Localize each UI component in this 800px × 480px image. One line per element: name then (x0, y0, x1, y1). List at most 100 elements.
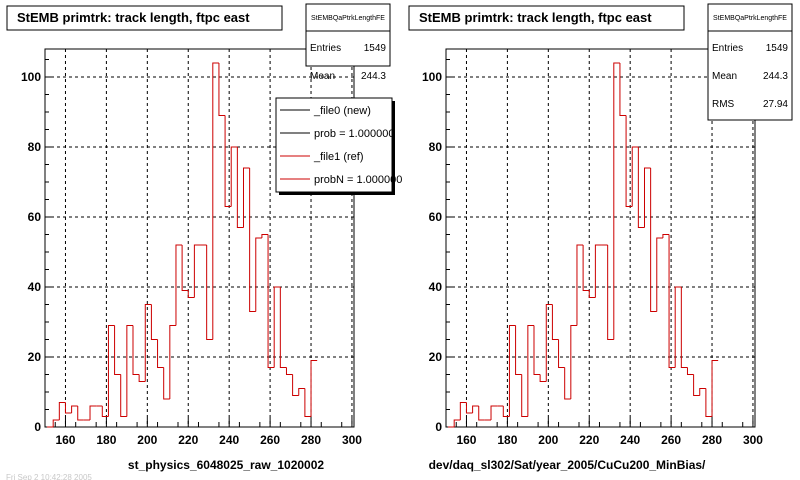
histogram-bin (101, 406, 109, 417)
histogram-bin (472, 405, 479, 413)
histogram-bin (631, 146, 639, 207)
histogram-bin (224, 115, 232, 207)
histogram-bin (236, 147, 244, 228)
stats-histogram-name: StEMBQaPtrkLengthFE (713, 15, 787, 22)
histogram-bin (558, 339, 565, 368)
histogram-bin (674, 286, 682, 368)
x-tick-label: 280 (702, 433, 722, 447)
histogram-panel-1: 160 180 200 220 240 260 280 300 0 20 40 60 80 100 StEM… (6, 3, 402, 472)
histogram-bin (71, 405, 78, 413)
histogram-bin (686, 367, 694, 375)
histogram-bin (279, 287, 287, 368)
histogram-bin (453, 419, 461, 427)
histogram-bin (533, 325, 541, 375)
plot-frame (445, 48, 756, 428)
x-tick-label: 240 (219, 433, 239, 447)
histogram-bin (163, 367, 170, 400)
histogram-bin (175, 244, 183, 326)
histogram-bin (539, 374, 547, 382)
legend-entry-label: _file1 (ref) (313, 151, 364, 163)
x-tick-label: 280 (301, 433, 321, 447)
x-tick-label: 260 (260, 433, 280, 447)
stats-entries-label: Entries (310, 43, 341, 54)
histogram-bin (465, 402, 473, 414)
stats-mean-label: Mean (310, 71, 335, 82)
histogram-bin (120, 374, 127, 417)
x-tick-label: 220 (178, 433, 198, 447)
histogram-bin (181, 245, 189, 291)
histogram-bin (58, 402, 66, 420)
histogram-bin (588, 290, 596, 298)
histogram-bin (502, 406, 510, 417)
x-tick-label: 300 (342, 433, 362, 447)
stats-mean-value: 244.3 (763, 71, 788, 82)
histogram-bin (310, 360, 318, 417)
histogram-bin (564, 367, 571, 400)
histogram-bin (576, 244, 584, 326)
histogram-bin (545, 304, 553, 382)
histogram-bin (292, 374, 299, 396)
histogram-bin (613, 62, 620, 340)
footer-timestamp: Fri Sep 2 10:42:28 2005 (6, 473, 92, 480)
histogram-bin (570, 325, 577, 399)
stats-entries-value: 1549 (766, 43, 789, 54)
histogram-bin (521, 374, 528, 417)
stats-box: StEMBQaPtrkLengthFE Entries 1549 Mean 244.3 (305, 3, 391, 82)
histogram-bin (107, 325, 115, 417)
legend-entry-label: _file0 (new) (313, 105, 371, 117)
y-tick-label: 100 (21, 70, 41, 84)
histogram-bin (515, 325, 522, 375)
histogram-bin (64, 402, 72, 414)
histogram-bin (668, 234, 676, 368)
histogram-bin (459, 402, 467, 420)
stats-mean-value: 244.3 (361, 71, 386, 82)
histogram-bin (242, 167, 250, 228)
legend-entry-label: prob = 1.000000 (314, 128, 394, 140)
y-tick-label: 60 (28, 210, 42, 224)
histogram-bin (52, 419, 60, 427)
histogram-bin (625, 115, 633, 207)
histogram-bin (267, 234, 275, 368)
histogram-bin (206, 245, 213, 340)
legend-entry-label: probN = 1.000000 (314, 174, 402, 186)
histogram-bin (230, 146, 238, 207)
histogram-bin (126, 325, 133, 417)
y-tick-label: 40 (429, 280, 443, 294)
x-tick-label: 180 (497, 433, 517, 447)
histogram-bin (705, 388, 713, 417)
histogram-bin (77, 406, 84, 421)
stats-rms-value: 27.94 (763, 99, 788, 110)
histogram-bin (261, 234, 269, 238)
x-tick-label: 160 (456, 433, 476, 447)
histogram-bin (273, 286, 281, 368)
stats-box-frame (707, 3, 793, 121)
y-tick-label: 0 (34, 420, 41, 434)
histogram-bin (212, 62, 219, 340)
histogram-bin (150, 304, 158, 340)
histogram-bin (643, 167, 651, 228)
histogram-bin (508, 325, 516, 417)
histogram-bin (218, 63, 226, 116)
y-tick-label: 0 (435, 420, 442, 434)
histogram-panel-2: 160 180 200 220 240 260 280 300 0 20 40 60 80 100 StEM… (408, 3, 793, 472)
histogram-bin (490, 405, 498, 420)
stats-histogram-name: StEMBQaPtrkLengthFE (311, 15, 385, 22)
histogram-bin (693, 374, 700, 396)
histogram-bin (650, 168, 657, 312)
histogram-bin (298, 388, 305, 396)
histogram-bin (594, 244, 602, 298)
histogram-bin (285, 367, 293, 375)
x-tick-label: 300 (743, 433, 763, 447)
y-tick-label: 60 (429, 210, 443, 224)
histogram-bin (114, 325, 121, 375)
histogram-series-1 (47, 62, 318, 428)
stats-rms-label: RMS (712, 99, 735, 110)
histogram-bin (711, 360, 719, 417)
title-box (6, 5, 283, 31)
histogram-bin (637, 147, 645, 228)
stats-entries-label: Entries (712, 43, 743, 54)
y-tick-label: 80 (429, 140, 443, 154)
histogram-bin (478, 406, 485, 421)
chart-title: StEMB primtrk: track length, ftpc east (17, 10, 250, 25)
histogram-bin (193, 244, 201, 298)
